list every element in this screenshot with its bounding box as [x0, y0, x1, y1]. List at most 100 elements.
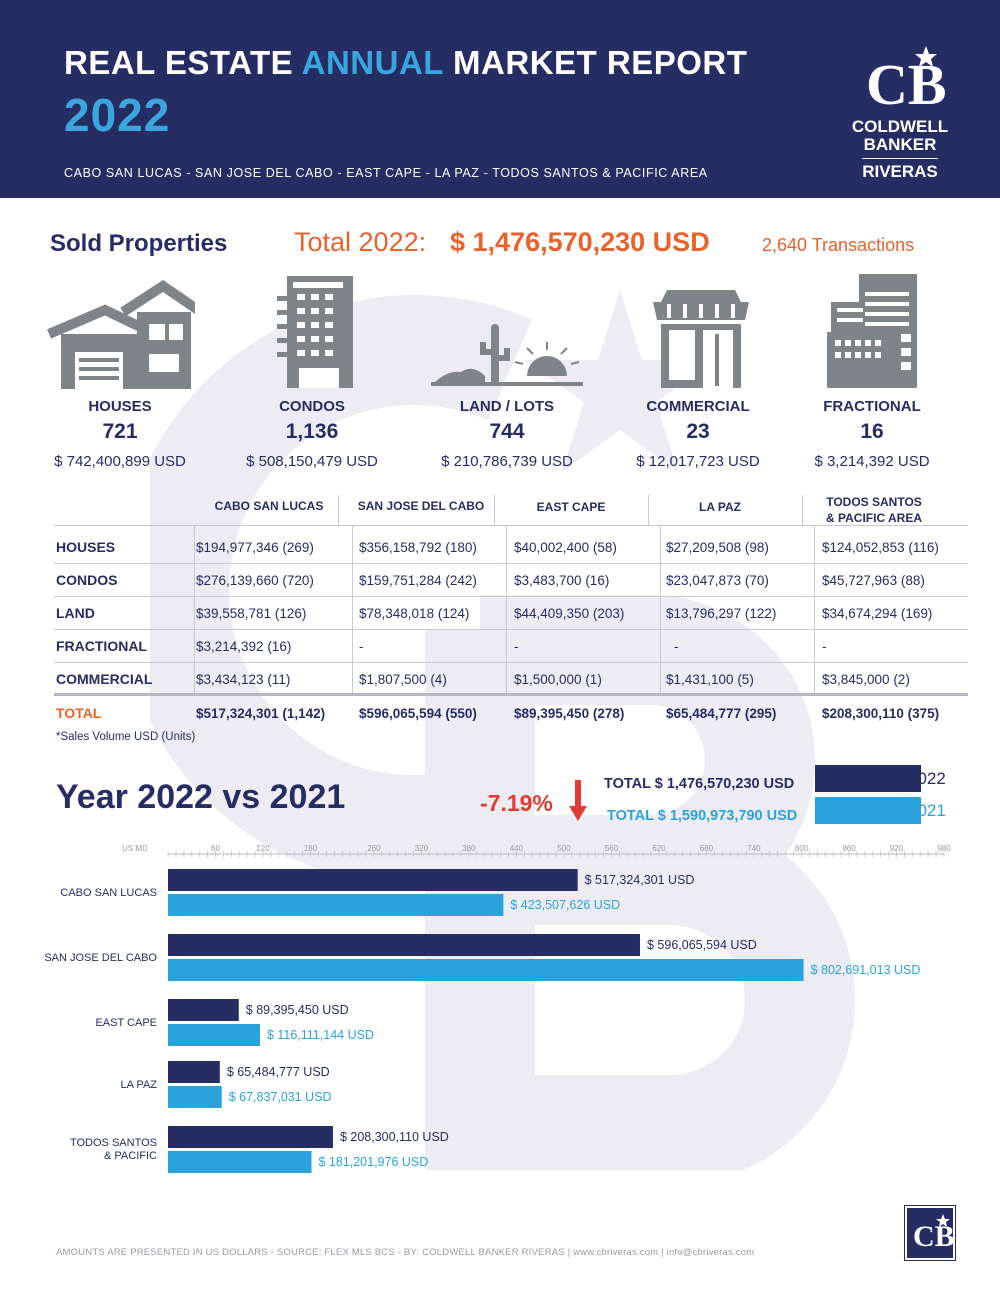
comparison-bar-chart: US MD 60 120 180 260 320 380 440 500 560 620 680 740…: [44, 844, 951, 1173]
transactions-count: 2,640 Transactions: [762, 235, 915, 255]
x-tick-label: 380: [462, 844, 476, 853]
total-2022-summary: TOTAL $ 1,476,570,230 USD: [604, 776, 795, 792]
category-count: 721: [102, 420, 138, 443]
category-label: EAST CAPE: [95, 1017, 157, 1029]
logo-line-2: BANKER: [863, 135, 937, 154]
table-cell: $356,158,792 (180): [359, 540, 477, 555]
category-label: TODOS SANTOS: [70, 1137, 157, 1149]
table-cell: $44,409,350 (203): [514, 606, 625, 621]
x-tick-label: 740: [747, 844, 761, 853]
table-cell: $1,431,100 (5): [666, 672, 754, 687]
coldwell-banker-logo: CB COLDWELL BANKER RIVERAS: [840, 42, 960, 182]
comparison-title: Year 2022 vs 2021: [56, 778, 346, 816]
total-2022-label: Total 2022:: [294, 227, 427, 257]
bar-value-label: $ 65,484,777 USD: [227, 1065, 330, 1079]
category-label: SAN JOSE DEL CABO: [44, 952, 157, 964]
table-cell: $1,807,500 (4): [359, 672, 447, 687]
row-label-total: TOTAL: [56, 705, 102, 721]
table-cell: $34,674,294 (169): [822, 606, 933, 621]
table-cell: -: [514, 639, 519, 654]
cb-logo-icon: CB: [866, 46, 947, 117]
report-header: REAL ESTATE ANNUAL MARKET REPORT 2022 CA…: [0, 0, 1000, 198]
report-title: REAL ESTATE ANNUAL MARKET REPORT: [64, 44, 748, 81]
category-count: 744: [489, 420, 525, 443]
column-header: EAST CAPE: [536, 500, 606, 514]
office-buildings-icon: [827, 274, 917, 388]
x-tick-label: 980: [937, 844, 951, 853]
row-label-fractional: FRACTIONAL: [56, 638, 147, 654]
table-cell: $276,139,660 (720): [196, 573, 314, 588]
legend-label-2022: 2022: [908, 769, 946, 788]
bar-value-label: $ 423,507,626 USD: [510, 898, 620, 912]
x-tick-label: 560: [605, 844, 619, 853]
category-count: 16: [860, 420, 884, 443]
cb-watermark: [150, 290, 855, 1170]
category-name: CONDOS: [279, 398, 345, 415]
x-tick-label: 920: [890, 844, 904, 853]
report-year: 2022: [64, 89, 171, 141]
row-label-land: LAND: [56, 605, 95, 621]
bar-2022: [168, 1061, 220, 1083]
category-commercial: COMMERCIAL 23 $ 12,017,723 USD: [603, 272, 793, 470]
table-cell: $23,047,873 (70): [666, 573, 769, 588]
category-condos: CONDOS 1,136 $ 508,150,479 USD: [217, 272, 407, 470]
x-tick-label: 680: [700, 844, 714, 853]
table-cell: $3,845,000 (2): [822, 672, 910, 687]
logo-line-3: RIVERAS: [862, 162, 938, 181]
bar-2022: [168, 934, 640, 956]
bar-value-label: $ 89,395,450 USD: [246, 1003, 349, 1017]
table-cell: $3,214,392 (16): [196, 639, 292, 654]
table-cell: $159,751,284 (242): [359, 573, 477, 588]
table-cell: $208,300,110 (375): [822, 706, 940, 721]
change-percent: -7.19%: [480, 790, 553, 816]
footer-source: AMOUNTS ARE PRESENTED IN US DOLLARS - SO…: [56, 1247, 755, 1258]
legend-label-2021: 2021: [908, 801, 946, 820]
table-cell: $65,484,777 (295): [666, 706, 777, 721]
bar-2021: [168, 1151, 312, 1173]
column-header: & PACIFIC AREA: [826, 511, 922, 525]
x-tick-label: 800: [795, 844, 809, 853]
legend-swatch-2022: [815, 765, 921, 792]
row-label-condos: CONDOS: [56, 572, 118, 588]
category-houses: HOUSES 721 $ 742,400,899 USD: [25, 272, 215, 470]
bar-2021: [168, 1086, 222, 1108]
column-header: CABO SAN LUCAS: [214, 499, 324, 513]
table-cell: $78,348,018 (124): [359, 606, 470, 621]
bar-2021: [168, 894, 504, 916]
category-name: COMMERCIAL: [646, 398, 750, 415]
table-cell: $13,796,297 (122): [666, 606, 777, 621]
x-tick-label: 120: [256, 844, 270, 853]
logo-line-1: COLDWELL: [851, 117, 949, 136]
bar-value-label: $ 208,300,110 USD: [340, 1130, 449, 1144]
table-cell: -: [822, 639, 827, 654]
x-tick-label: 320: [415, 844, 429, 853]
storefront-icon: [653, 290, 749, 388]
table-cell: $124,052,853 (116): [822, 540, 939, 555]
bar-2021: [168, 959, 804, 981]
column-header: TODOS SANTOS: [826, 495, 922, 509]
x-tick-label: 500: [557, 844, 571, 853]
row-label-commercial: COMMERCIAL: [56, 671, 153, 687]
x-axis-label: US MD: [122, 844, 148, 853]
category-label: CABO SAN LUCAS: [60, 887, 157, 899]
category-name: LAND / LOTS: [459, 398, 555, 415]
total-2022-value: $ 1,476,570,230 USD: [450, 227, 710, 257]
category-label: LA PAZ: [121, 1079, 158, 1091]
x-tick-label: 180: [304, 844, 318, 853]
category-volume: $ 3,214,392 USD: [814, 453, 930, 470]
table-cell: -: [674, 639, 679, 654]
category-count: 23: [686, 420, 710, 443]
bar-value-label: $ 67,837,031 USD: [229, 1090, 332, 1104]
bar-2022: [168, 999, 239, 1021]
table-cell: $40,002,400 (58): [514, 540, 617, 555]
sold-properties-label: Sold Properties: [50, 230, 228, 257]
bar-value-label: $ 596,065,594 USD: [647, 938, 757, 952]
legend-swatch-2021: [815, 797, 921, 824]
bar-value-label: $ 116,111,144 USD: [267, 1028, 374, 1042]
bar-value-label: $ 517,324,301 USD: [585, 873, 695, 887]
x-tick-label: 60: [211, 844, 220, 853]
condo-building-icon: [277, 276, 353, 388]
house-icon: [47, 279, 195, 389]
bar-2022: [168, 869, 578, 891]
svg-text:CB: CB: [913, 1220, 953, 1253]
